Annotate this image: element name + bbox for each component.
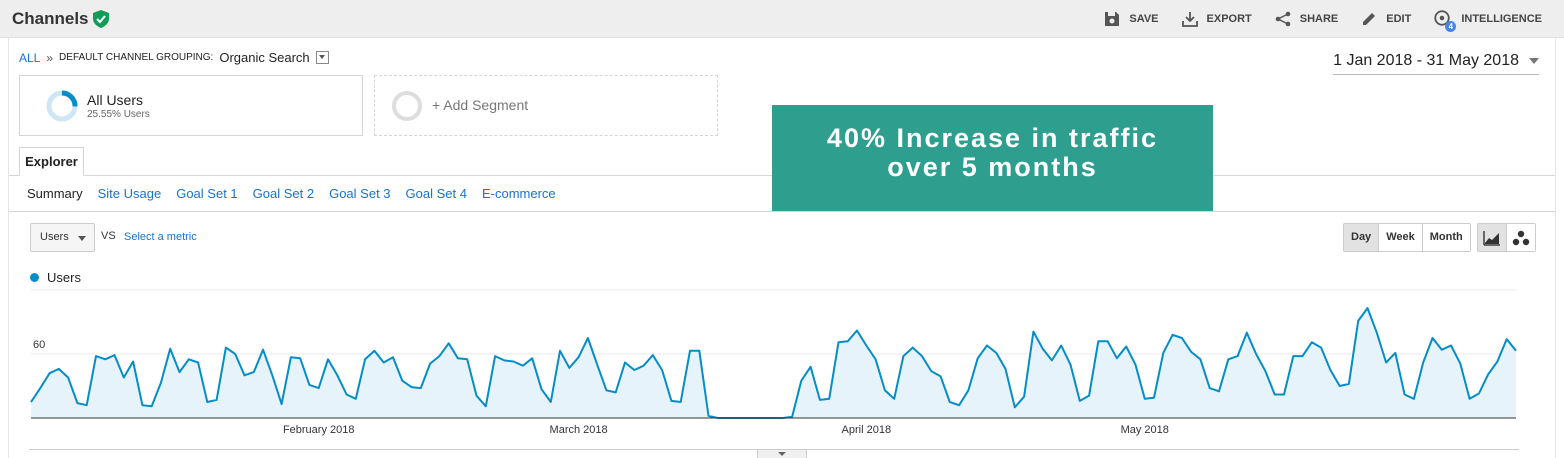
add-segment-label: + Add Segment [432,97,529,113]
save-label: SAVE [1129,13,1159,25]
subtab-summary[interactable]: Summary [27,186,83,201]
share-button[interactable]: SHARE [1274,10,1339,28]
subtab-goal-set-1[interactable]: Goal Set 1 [176,186,238,201]
chevron-down-icon[interactable] [315,51,329,64]
line-chart-button[interactable] [1478,224,1507,251]
caret-down-icon [78,236,86,241]
segment-all-users[interactable]: All Users 25.55% Users [19,75,363,136]
period-toggle: Day Week Month [1343,223,1471,252]
y-tick-label: 120 [33,286,51,287]
segment-donut-icon [46,90,78,122]
legend-series-dot [30,273,39,282]
subtab-goal-set-4[interactable]: Goal Set 4 [405,186,467,201]
subtab-e-commerce[interactable]: E-commerce [481,186,556,201]
top-bar: Channels SAVE EXPORT SHARE EDIT 4 INTELL… [0,0,1564,38]
segment-share: 25.55% Users [87,109,150,120]
edit-label: EDIT [1386,13,1412,25]
breadcrumb-value: Organic Search [219,50,310,65]
intelligence-label: INTELLIGENCE [1461,13,1542,25]
subtab-divider [9,211,1555,212]
traffic-increase-banner: 40% Increase in traffic over 5 months [772,105,1213,211]
export-label: EXPORT [1206,13,1252,25]
tab-explorer[interactable]: Explorer [19,147,84,176]
page-title: Channels [12,9,89,28]
legend-series-label: Users [47,270,81,285]
edit-button[interactable]: EDIT [1360,10,1411,28]
breadcrumb-dimension: DEFAULT CHANNEL GROUPING: [59,52,214,63]
bubbles-icon [1512,230,1530,245]
x-tick-label: March 2018 [550,424,608,436]
export-button[interactable]: EXPORT [1181,10,1252,28]
caret-down-icon [1529,58,1539,64]
y-tick-label: 60 [33,339,45,351]
intelligence-button[interactable]: 4 INTELLIGENCE [1433,9,1542,32]
metric-select-value: Users [40,231,69,243]
select-metric-link[interactable]: Select a metric [124,231,197,243]
date-range-label: 1 Jan 2018 - 31 May 2018 [1333,52,1519,69]
verified-shield-icon [93,10,109,28]
add-segment-button[interactable]: + Add Segment [374,75,718,136]
motion-chart-button[interactable] [1507,224,1535,251]
chart-collapse-handle[interactable] [757,449,807,458]
breadcrumb: ALL » DEFAULT CHANNEL GROUPING: Organic … [19,50,329,65]
share-label: SHARE [1299,13,1339,25]
intelligence-icon [1434,10,1450,26]
line-chart-icon [1483,230,1500,246]
intelligence-badge: 4 [1445,21,1457,32]
subtab-goal-set-3[interactable]: Goal Set 3 [329,186,391,201]
chart-legend: Users [30,270,81,285]
explorer-subtabs: Summary Site Usage Goal Set 1 Goal Set 2… [27,186,556,201]
date-range-picker[interactable]: 1 Jan 2018 - 31 May 2018 [1333,52,1539,75]
report-actions: SAVE EXPORT SHARE EDIT 4 INTELLIGENCE [1103,0,1542,38]
empty-segment-icon [392,91,422,121]
users-over-time-chart: 60 120 February 2018 March 2018 April 2018 Ma… [30,286,1517,436]
save-button[interactable]: SAVE [1103,10,1159,28]
breadcrumb-all-link[interactable]: ALL [19,50,41,65]
x-tick-label: February 2018 [283,424,355,436]
month-button[interactable]: Month [1422,224,1470,251]
day-button[interactable]: Day [1344,224,1380,251]
segment-name: All Users [87,92,144,108]
subtab-goal-set-2[interactable]: Goal Set 2 [252,186,315,201]
x-tick-label: May 2018 [1121,424,1169,436]
save-icon [1105,12,1120,26]
export-icon [1181,12,1198,27]
banner-line-2: over 5 months [887,152,1098,182]
banner-line-1: 40% Increase in traffic [826,123,1159,153]
subtab-site-usage[interactable]: Site Usage [97,186,162,201]
report-content: ALL » DEFAULT CHANNEL GROUPING: Organic … [8,38,1556,458]
x-tick-label: April 2018 [842,424,892,436]
metric-select[interactable]: Users [30,223,95,252]
edit-icon [1363,13,1376,25]
share-icon [1275,11,1291,27]
users-series-area [31,308,1516,418]
vs-label: VS [101,230,116,242]
chart-type-toggle [1477,223,1536,252]
week-button[interactable]: Week [1379,224,1423,251]
breadcrumb-separator: » [46,50,54,65]
